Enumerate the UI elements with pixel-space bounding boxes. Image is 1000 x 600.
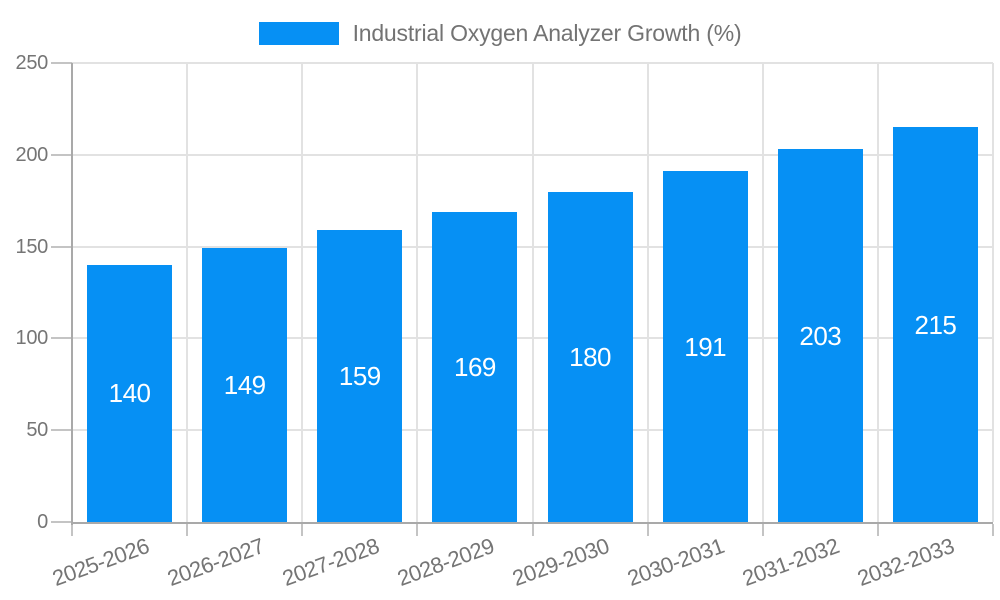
y-axis-tick-label: 250 [15,52,49,74]
gridline-vertical [992,63,994,522]
bar-2028-2029[interactable] [432,211,518,522]
y-axis-tick-label: 50 [26,419,48,442]
bar-2026-2027[interactable] [202,248,288,522]
bar-2031-2032[interactable] [777,149,863,522]
bar-2025-2026[interactable] [87,264,173,522]
x-axis-tick-mark [531,524,534,536]
y-axis-tick-label: 0 [37,511,48,533]
gridline-vertical [761,63,764,522]
y-axis-tick-mark [51,521,72,523]
bar-value-label: 169 [453,351,496,382]
gridline-vertical [416,63,419,522]
y-axis-tick-mark [51,337,72,340]
y-axis-line [71,63,73,525]
bar-value-label: 180 [569,341,611,372]
gridline-vertical [646,63,649,522]
x-axis-tick-mark [761,524,764,536]
x-axis-tick-mark [301,524,304,536]
y-axis-tick-label: 150 [15,235,49,258]
y-axis-tick-mark [51,245,72,248]
bar-value-label: 191 [684,331,727,362]
y-axis-tick-label: 100 [15,327,49,350]
x-axis-tick-mark [876,524,879,536]
bar-2027-2028[interactable] [317,230,403,522]
x-axis-tick-mark [992,524,994,536]
gridline-vertical [186,63,189,522]
bar-value-label: 215 [914,309,957,340]
bar-value-label: 203 [799,320,842,351]
gridline-vertical [301,63,304,522]
y-axis-tick-mark [51,62,72,64]
y-axis-tick-mark [51,153,72,156]
bar-2029-2030[interactable] [547,191,633,522]
x-axis-tick-mark [416,524,419,536]
x-axis-line [71,522,993,524]
x-axis-tick-mark [646,524,649,536]
y-axis-tick-label: 200 [15,143,49,166]
gridline-vertical [876,63,879,522]
bar-value-label: 149 [223,370,266,401]
bar-2032-2033[interactable] [892,127,978,522]
bar-value-label: 159 [338,361,381,392]
x-axis-tick-mark [71,524,73,536]
legend-label: Industrial Oxygen Analyzer Growth (%) [352,20,742,46]
x-axis-tick-mark [186,524,189,536]
bar-2030-2031[interactable] [662,171,748,522]
gridline-vertical [531,63,534,522]
legend-swatch [258,22,339,45]
y-axis-tick-mark [51,429,72,432]
chart-legend[interactable]: Industrial Oxygen Analyzer Growth (%) [0,20,1000,47]
bar-value-label: 140 [108,378,151,409]
